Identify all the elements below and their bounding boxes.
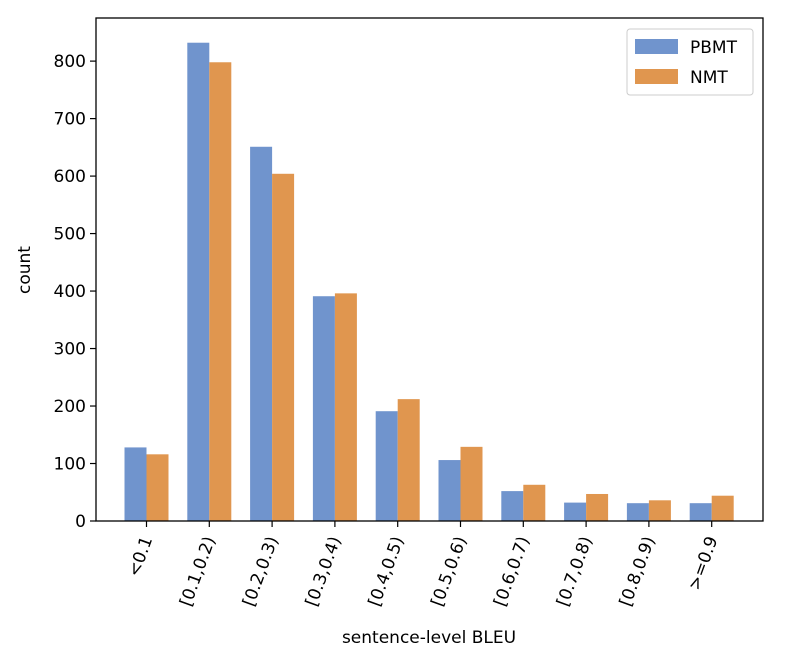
y-tick-label: 400 [54,282,86,302]
bar-nmt-4 [397,399,420,521]
bar-pbmt-0 [124,447,147,521]
bar-pbmt-7 [564,502,587,521]
x-tick-label: <0.1 [124,534,157,580]
bar-pbmt-2 [250,146,273,521]
legend-label-pbmt: PBMT [690,38,738,58]
y-tick-label: 100 [54,455,86,475]
legend-swatch-pbmt [635,39,678,54]
legend: PBMT NMT [626,28,754,96]
x-tick-label: [0.6,0.7) [490,534,534,609]
y-tick-label: 800 [54,52,86,72]
bar-group [124,42,734,521]
y-tick-label: 300 [54,340,86,360]
x-tick-label: [0.3,0.4) [302,534,346,609]
y-tick-label: 0 [75,512,86,532]
bar-nmt-6 [523,484,546,521]
bar-pbmt-6 [501,491,524,521]
bar-pbmt-3 [312,296,335,521]
x-tick-label: [0.1,0.2) [176,534,220,609]
legend-swatch-nmt [635,69,678,84]
x-tick-label: >=0.9 [685,534,723,593]
y-tick-label: 700 [54,110,86,130]
x-tick-label: [0.2,0.3) [239,534,283,609]
y-axis-title: count [15,246,35,294]
bar-pbmt-4 [375,411,398,521]
y-axis: 0 100 200 300 400 500 600 700 800 [54,52,96,532]
bar-pbmt-1 [187,42,210,521]
bar-nmt-3 [334,293,357,521]
bar-nmt-9 [711,495,734,521]
y-tick-label: 600 [54,167,86,187]
bar-nmt-8 [648,500,671,521]
bar-nmt-0 [146,454,169,521]
x-tick-label: [0.5,0.6) [428,534,472,609]
x-tick-label: [0.8,0.9) [616,534,660,609]
x-axis: <0.1 [0.1,0.2) [0.2,0.3) [0.3,0.4) [0.4,0.5)… [124,521,722,609]
y-tick-label: 500 [54,225,86,245]
x-tick-label: [0.7,0.8) [553,534,597,609]
y-tick-label: 200 [54,397,86,417]
bar-pbmt-9 [689,503,712,521]
legend-label-nmt: NMT [690,68,728,88]
x-tick-label: [0.4,0.5) [365,534,409,609]
bar-nmt-7 [586,493,609,521]
bar-nmt-2 [272,173,295,521]
x-axis-title: sentence-level BLEU [342,628,516,648]
plot-frame [95,17,764,522]
bar-pbmt-8 [626,503,649,521]
bar-nmt-1 [209,62,232,521]
bar-pbmt-5 [438,460,461,521]
bar-nmt-5 [460,446,483,521]
